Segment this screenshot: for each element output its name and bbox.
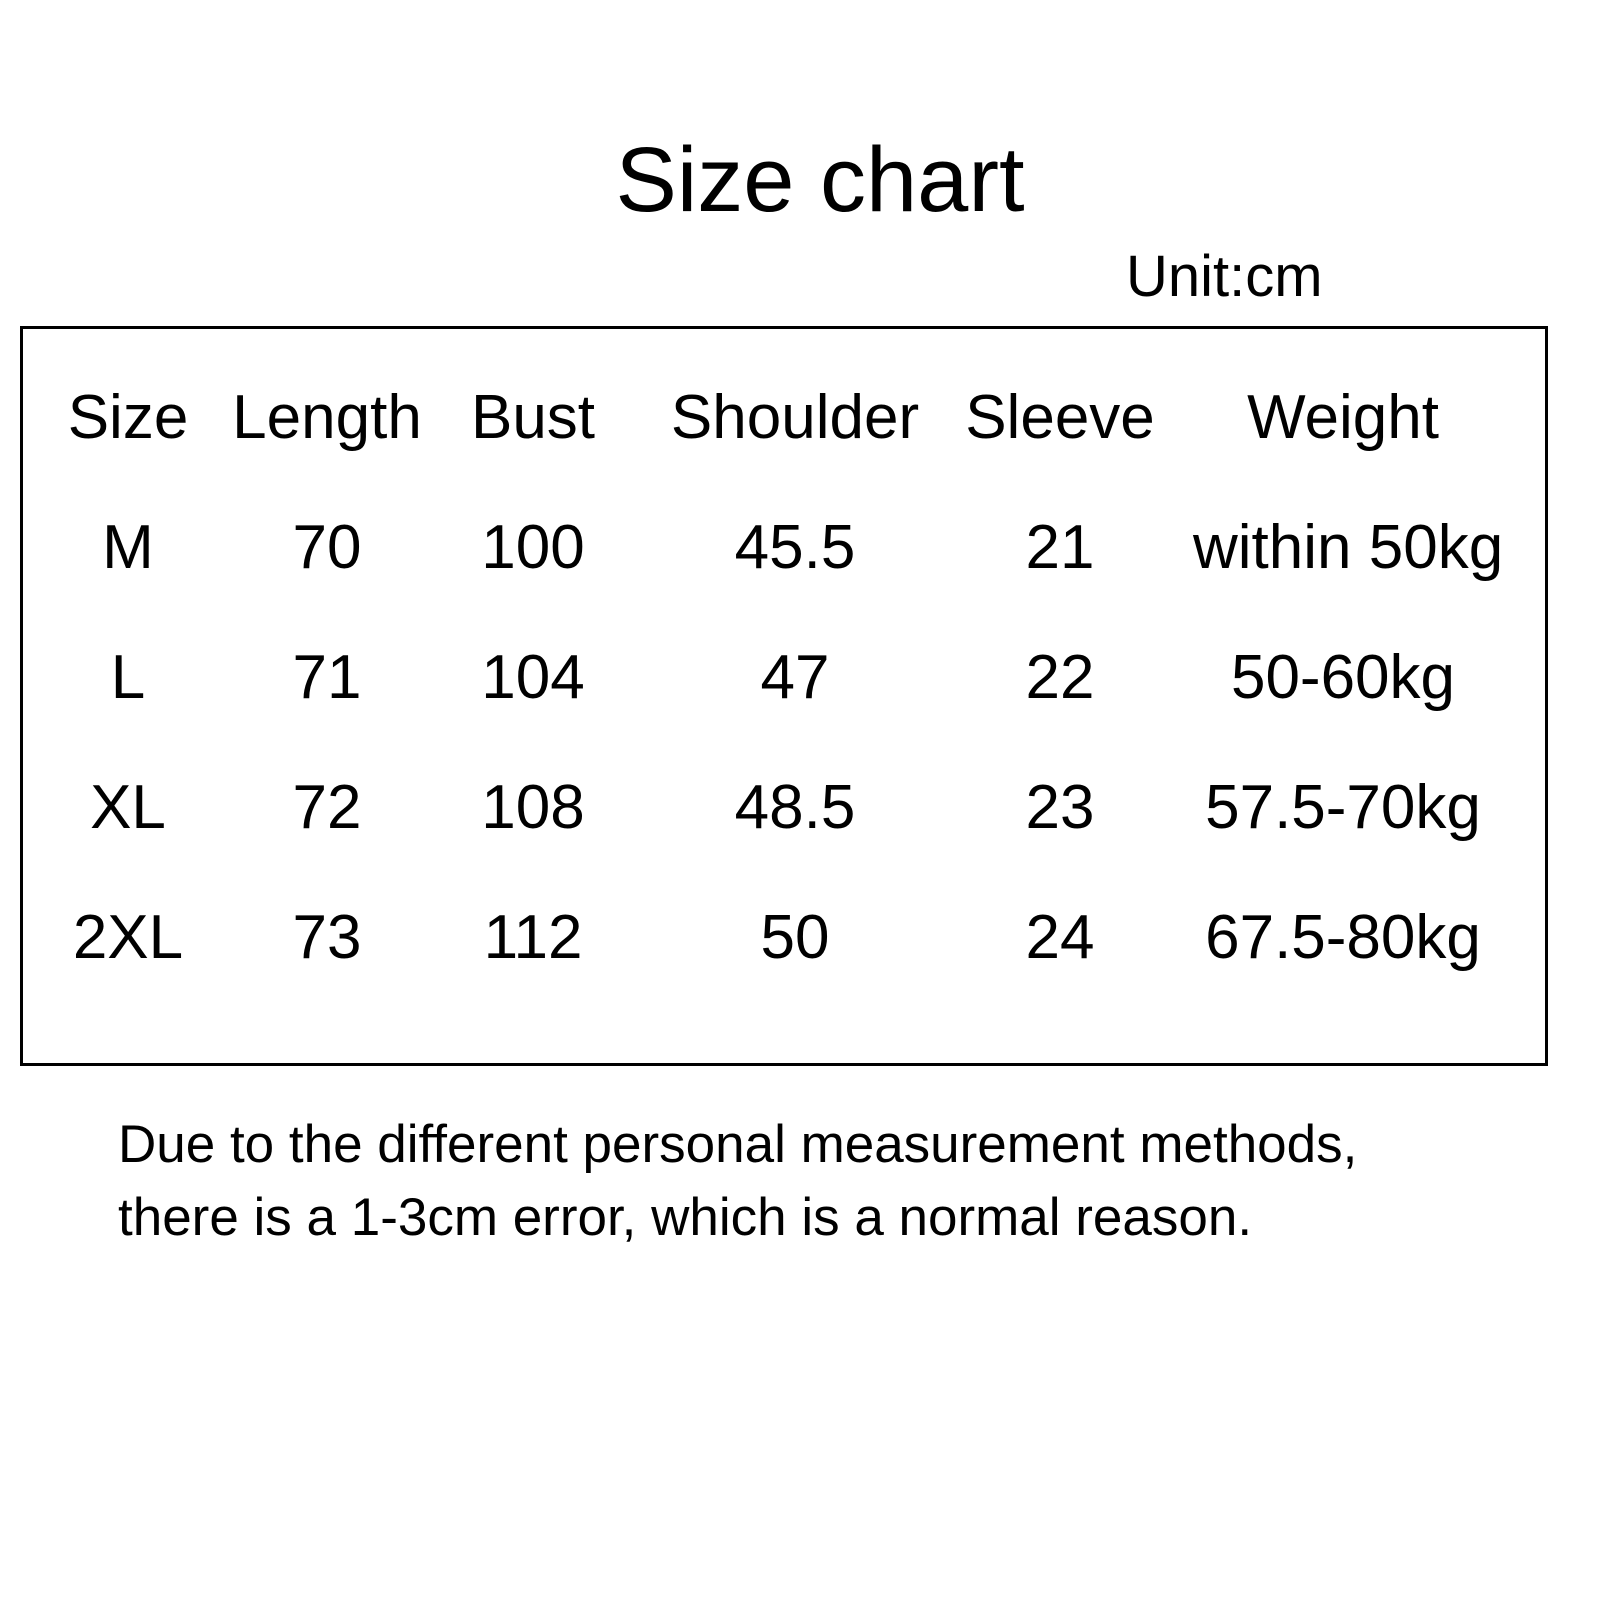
table-cell: 50 bbox=[760, 903, 830, 972]
table-cell: L bbox=[110, 643, 146, 712]
note-line-1: Due to the different personal measuremen… bbox=[118, 1115, 1358, 1174]
measurement-note: Due to the different personal measuremen… bbox=[118, 1108, 1357, 1254]
column-header: Length bbox=[232, 383, 422, 452]
page-title: Size chart bbox=[615, 129, 1025, 231]
table-cell: XL bbox=[90, 773, 166, 842]
table-cell: 45.5 bbox=[734, 513, 856, 582]
table-cell: 108 bbox=[481, 773, 585, 842]
table-cell: 100 bbox=[481, 513, 585, 582]
size-table-border bbox=[20, 326, 1548, 1066]
column-header: Shoulder bbox=[670, 383, 920, 452]
table-cell: 72 bbox=[292, 773, 362, 842]
table-cell: 73 bbox=[292, 903, 362, 972]
table-cell: 22 bbox=[1025, 643, 1095, 712]
table-cell: 48.5 bbox=[734, 773, 856, 842]
column-header: Bust bbox=[470, 383, 596, 452]
table-cell: 71 bbox=[292, 643, 362, 712]
column-header: Sleeve bbox=[965, 383, 1155, 452]
table-cell: 21 bbox=[1025, 513, 1095, 582]
table-cell: 67.5-80kg bbox=[1205, 903, 1481, 972]
table-cell: 57.5-70kg bbox=[1205, 773, 1481, 842]
table-cell: 2XL bbox=[72, 903, 184, 972]
table-cell: 47 bbox=[760, 643, 830, 712]
table-cell: 112 bbox=[483, 903, 583, 972]
table-cell: within 50kg bbox=[1193, 513, 1504, 582]
unit-label: Unit:cm bbox=[1126, 244, 1323, 309]
column-header: Size bbox=[67, 383, 189, 452]
note-line-2: there is a 1-3cm error, which is a norma… bbox=[118, 1188, 1253, 1247]
column-header: Weight bbox=[1247, 383, 1439, 452]
table-cell: 50-60kg bbox=[1230, 643, 1456, 712]
table-cell: 24 bbox=[1025, 903, 1095, 972]
table-cell: M bbox=[102, 513, 154, 582]
table-cell: 23 bbox=[1025, 773, 1095, 842]
table-cell: 104 bbox=[481, 643, 585, 712]
table-cell: 70 bbox=[292, 513, 362, 582]
